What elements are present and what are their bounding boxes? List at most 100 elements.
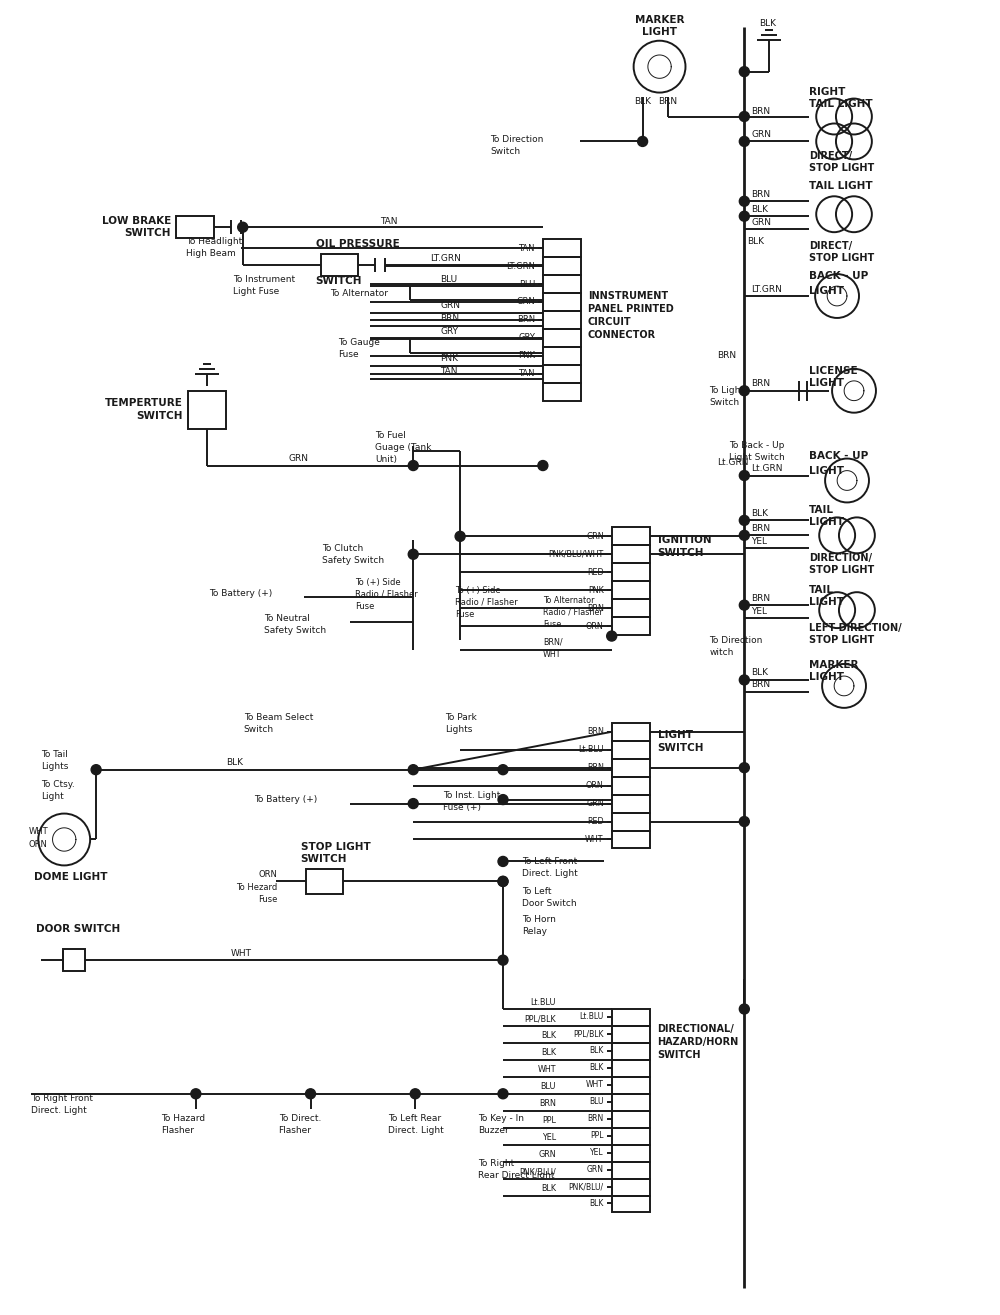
Text: SWITCH: SWITCH: [658, 743, 704, 752]
Text: To Tail: To Tail: [41, 751, 68, 759]
Text: LIGHT: LIGHT: [809, 597, 844, 608]
Text: PPL/BLK: PPL/BLK: [524, 1014, 556, 1023]
Bar: [320, 254, 358, 276]
Circle shape: [498, 876, 508, 886]
Text: WHT: WHT: [543, 650, 561, 659]
Text: To Left Front: To Left Front: [522, 857, 577, 867]
Text: BACK - UP: BACK - UP: [809, 451, 868, 460]
Text: Switch: Switch: [244, 726, 274, 734]
Bar: [543, 258, 581, 275]
Bar: [306, 869, 343, 894]
Text: GRY: GRY: [518, 334, 535, 342]
Text: witch: witch: [709, 647, 734, 656]
Circle shape: [739, 515, 749, 526]
Text: RED: RED: [587, 817, 604, 826]
Text: LIGHT: LIGHT: [642, 26, 677, 37]
Text: BRN: BRN: [587, 727, 604, 736]
Text: STOP LIGHT: STOP LIGHT: [809, 252, 874, 263]
Text: CIRCUIT: CIRCUIT: [588, 317, 631, 327]
Text: LT.GRN: LT.GRN: [751, 284, 782, 293]
Circle shape: [739, 137, 749, 146]
Bar: [543, 383, 581, 401]
Text: BLU: BLU: [589, 1097, 604, 1106]
Text: To Back - Up: To Back - Up: [729, 441, 785, 450]
Text: Radio / Flasher: Radio / Flasher: [355, 589, 418, 598]
Text: BLK: BLK: [751, 205, 768, 214]
Text: BRN: BRN: [751, 523, 770, 533]
Text: To Right: To Right: [478, 1159, 514, 1168]
Text: GRN: GRN: [751, 130, 771, 139]
Bar: [63, 949, 85, 970]
Text: BLK: BLK: [589, 1199, 604, 1208]
Text: STOP LIGHT: STOP LIGHT: [809, 635, 874, 646]
Bar: [612, 1128, 650, 1144]
Text: High Beam: High Beam: [186, 249, 236, 258]
Text: YEL: YEL: [590, 1148, 604, 1157]
Text: BLK: BLK: [751, 668, 768, 677]
Text: To Horn: To Horn: [522, 915, 556, 923]
Text: GRN: GRN: [587, 1165, 604, 1174]
Text: ORN: ORN: [586, 622, 604, 631]
Text: Buzzer: Buzzer: [478, 1126, 509, 1135]
Circle shape: [408, 460, 418, 471]
Text: To Direction: To Direction: [490, 135, 543, 143]
Text: DIRECTION/: DIRECTION/: [809, 554, 872, 563]
Text: SWITCH: SWITCH: [316, 276, 362, 287]
Text: To Battery (+): To Battery (+): [209, 589, 272, 598]
Text: SWITCH: SWITCH: [658, 1049, 701, 1060]
Bar: [612, 581, 650, 600]
Text: DOOR SWITCH: DOOR SWITCH: [36, 924, 121, 934]
Text: PNK: PNK: [440, 354, 458, 363]
Text: PNK/BLU/: PNK/BLU/: [519, 1168, 556, 1176]
Bar: [612, 1111, 650, 1128]
Text: Lt.BLU: Lt.BLU: [578, 746, 604, 755]
Text: Fuse (+): Fuse (+): [443, 803, 481, 813]
Text: Radio / Flasher: Radio / Flasher: [455, 597, 518, 606]
Text: CONNECTOR: CONNECTOR: [588, 330, 656, 339]
Text: To Neutral: To Neutral: [264, 614, 310, 622]
Text: To Fuel: To Fuel: [375, 431, 406, 441]
Text: Safety Switch: Safety Switch: [264, 626, 326, 635]
Text: LICENSE: LICENSE: [809, 366, 858, 376]
Text: TEMPERTURE: TEMPERTURE: [105, 397, 183, 408]
Text: GRN: GRN: [289, 454, 309, 463]
Text: TAN: TAN: [518, 370, 535, 379]
Bar: [612, 740, 650, 759]
Text: BRN: BRN: [751, 593, 770, 602]
Text: TAN: TAN: [380, 217, 398, 226]
Text: DIRECT/: DIRECT/: [809, 241, 852, 251]
Text: SWITCH: SWITCH: [658, 548, 704, 559]
Text: TAN: TAN: [518, 243, 535, 252]
Text: Lt.BLU: Lt.BLU: [530, 998, 556, 1006]
Bar: [612, 1144, 650, 1161]
Circle shape: [408, 550, 418, 559]
Text: WHT: WHT: [585, 835, 604, 844]
Circle shape: [498, 794, 508, 805]
Text: YEL: YEL: [751, 606, 767, 615]
Text: PNK/BLU/WHT: PNK/BLU/WHT: [548, 550, 604, 559]
Bar: [612, 527, 650, 546]
Text: To Light: To Light: [709, 387, 744, 396]
Bar: [612, 777, 650, 794]
Circle shape: [739, 817, 749, 827]
Circle shape: [739, 385, 749, 396]
Text: SWITCH: SWITCH: [136, 410, 183, 421]
Bar: [543, 310, 581, 329]
Text: Guage (Tank: Guage (Tank: [375, 443, 432, 452]
Text: BLK: BLK: [747, 237, 764, 246]
Bar: [612, 1178, 650, 1195]
Text: Lt.BLU: Lt.BLU: [579, 1013, 604, 1022]
Bar: [188, 391, 226, 429]
Text: To Instrument: To Instrument: [233, 275, 295, 284]
Text: YEL: YEL: [751, 537, 767, 546]
Text: Fuse: Fuse: [543, 619, 561, 629]
Bar: [612, 794, 650, 813]
Circle shape: [739, 196, 749, 206]
Circle shape: [739, 763, 749, 773]
Text: RIGHT: RIGHT: [809, 87, 846, 96]
Bar: [612, 813, 650, 831]
Bar: [612, 563, 650, 581]
Circle shape: [638, 137, 648, 146]
Text: Light Fuse: Light Fuse: [233, 287, 279, 296]
Text: LIGHT: LIGHT: [658, 730, 693, 740]
